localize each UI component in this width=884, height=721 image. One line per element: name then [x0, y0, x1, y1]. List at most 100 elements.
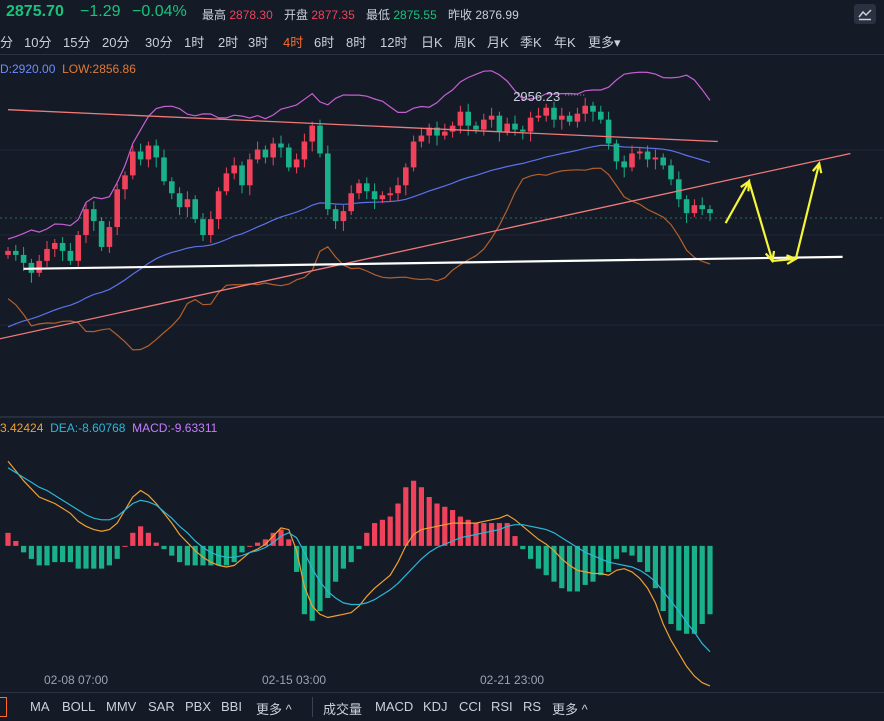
- macd-bar-59: [465, 519, 471, 546]
- macd-bar-25: [200, 545, 206, 566]
- chart-settings-button[interactable]: [854, 4, 876, 24]
- main-indicator-tab-1[interactable]: BOLL: [62, 699, 96, 714]
- period-tab-0[interactable]: 分: [0, 35, 14, 50]
- candle-body-34: [270, 143, 276, 158]
- period-tab-12[interactable]: 日K: [421, 35, 443, 50]
- candle-body-26: [208, 219, 214, 236]
- candle-body-15: [122, 175, 128, 190]
- x-label-3: 02-21 23:00: [480, 673, 545, 687]
- macd-bar-16: [130, 532, 136, 546]
- macd-bar-67: [528, 545, 534, 559]
- sub-indicator-tab-4[interactable]: RSI: [491, 699, 513, 714]
- period-tab-6[interactable]: 2时: [218, 35, 239, 50]
- macd-bar-66: [520, 545, 526, 550]
- high-legend: D:2920.00: [0, 62, 56, 76]
- macd-bar-35: [278, 529, 284, 546]
- macd-bar-65: [512, 536, 518, 546]
- high-label: 最高: [202, 8, 227, 22]
- macd-bar-30: [239, 545, 245, 553]
- high-value: 2878.30: [229, 8, 273, 22]
- macd-bar-24: [192, 545, 198, 566]
- period-tab-17[interactable]: 更多▾: [588, 35, 621, 50]
- projection-arrowhead-3: [786, 254, 799, 265]
- period-tab-2[interactable]: 15分: [63, 35, 91, 50]
- sub-indicator-tab-5[interactable]: RS: [523, 699, 542, 714]
- macd-bar-61: [481, 523, 487, 546]
- macd-legend: 3.42424 DEA:-8.60768 MACD:-9.63311: [0, 421, 217, 435]
- candle-body-45: [356, 183, 362, 194]
- projection-arrowhead-2: [764, 250, 776, 264]
- candle-body-53: [418, 135, 425, 142]
- period-tab-13[interactable]: 周K: [454, 35, 476, 50]
- candle-body-37: [293, 159, 300, 168]
- candle-body-5: [44, 248, 50, 261]
- macd-bar-53: [418, 487, 424, 546]
- macd-bar-79: [621, 545, 627, 553]
- candle-body-88: [691, 205, 698, 214]
- candle-body-90: [707, 209, 713, 214]
- period-tab-4[interactable]: 30分: [145, 35, 173, 50]
- candle-body-18: [145, 145, 152, 160]
- main-indicator-tab-3[interactable]: SAR: [148, 699, 175, 714]
- macd-bar-12: [99, 545, 105, 569]
- candle-body-49: [387, 193, 393, 196]
- candle-body-50: [395, 185, 401, 194]
- price-change-percent: −0.04%: [132, 3, 187, 20]
- sub-indicator-tab-2[interactable]: KDJ: [423, 699, 448, 714]
- sub-indicator-tab-0[interactable]: 成交量: [323, 702, 363, 717]
- candle-body-10: [83, 209, 89, 236]
- macd-bar-81: [637, 545, 643, 563]
- macd-bar-71: [559, 545, 565, 589]
- prev-close-value: 2876.99: [475, 8, 519, 22]
- candle-body-32: [254, 149, 261, 160]
- period-tab-11[interactable]: 12时: [380, 35, 408, 50]
- period-tab-5[interactable]: 1时: [184, 35, 205, 50]
- layout-toggle[interactable]: [0, 697, 7, 717]
- candle-body-41: [325, 153, 331, 210]
- macd-bar-64: [504, 523, 510, 546]
- main-indicator-tab-5[interactable]: BBI: [221, 699, 242, 714]
- macd-bar-18: [145, 532, 151, 546]
- sub-indicator-tab-6[interactable]: 更多 ^: [552, 702, 588, 717]
- dif-line: [7, 460, 711, 687]
- period-tab-10[interactable]: 8时: [346, 35, 367, 50]
- sub-indicator-tab-1[interactable]: MACD: [375, 699, 414, 714]
- period-tab-15[interactable]: 季K: [520, 35, 542, 50]
- candle-body-72: [566, 115, 573, 122]
- candle-body-31: [247, 159, 253, 186]
- macd-bar-36: [286, 539, 292, 546]
- candle-body-60: [473, 125, 479, 130]
- macd-bar-5: [44, 545, 50, 566]
- macd-bar-26: [208, 545, 214, 566]
- macd-bar-68: [535, 545, 541, 569]
- open-value: 2877.35: [311, 8, 355, 22]
- main-indicator-tab-4[interactable]: PBX: [185, 699, 212, 714]
- band-upper-line: [7, 70, 711, 240]
- main-indicator-tab-2[interactable]: MMV: [106, 699, 137, 714]
- macd-bar-49: [387, 516, 393, 546]
- price-change: −1.29: [80, 3, 121, 20]
- candle-body-76: [598, 111, 604, 120]
- period-tab-16[interactable]: 年K: [554, 35, 576, 50]
- period-tab-7[interactable]: 3时: [248, 35, 269, 50]
- candle-body-33: [262, 149, 269, 158]
- candle-body-47: [371, 191, 378, 200]
- candle-body-71: [559, 115, 565, 120]
- macd-bar-44: [348, 545, 354, 563]
- period-tab-14[interactable]: 月K: [487, 35, 509, 50]
- period-tab-8[interactable]: 4时: [283, 35, 304, 50]
- period-tab-1[interactable]: 10分: [24, 35, 52, 50]
- macd-bar-82: [645, 545, 651, 572]
- projection-arrowhead-1: [740, 179, 751, 192]
- high-annotation: 2956.23: [513, 89, 560, 104]
- main-indicator-tab-0[interactable]: MA: [30, 699, 50, 714]
- main-indicator-tab-6[interactable]: 更多 ^: [256, 702, 292, 717]
- candle-body-35: [278, 143, 284, 148]
- macd-bar-37: [294, 545, 300, 572]
- price-chart[interactable]: 2956.23: [0, 0, 884, 692]
- sub-indicator-tab-3[interactable]: CCI: [459, 699, 482, 714]
- period-tab-3[interactable]: 20分: [102, 35, 130, 50]
- macd-bar-7: [60, 545, 66, 563]
- period-tab-9[interactable]: 6时: [314, 35, 335, 50]
- macd-bar-2: [21, 545, 27, 553]
